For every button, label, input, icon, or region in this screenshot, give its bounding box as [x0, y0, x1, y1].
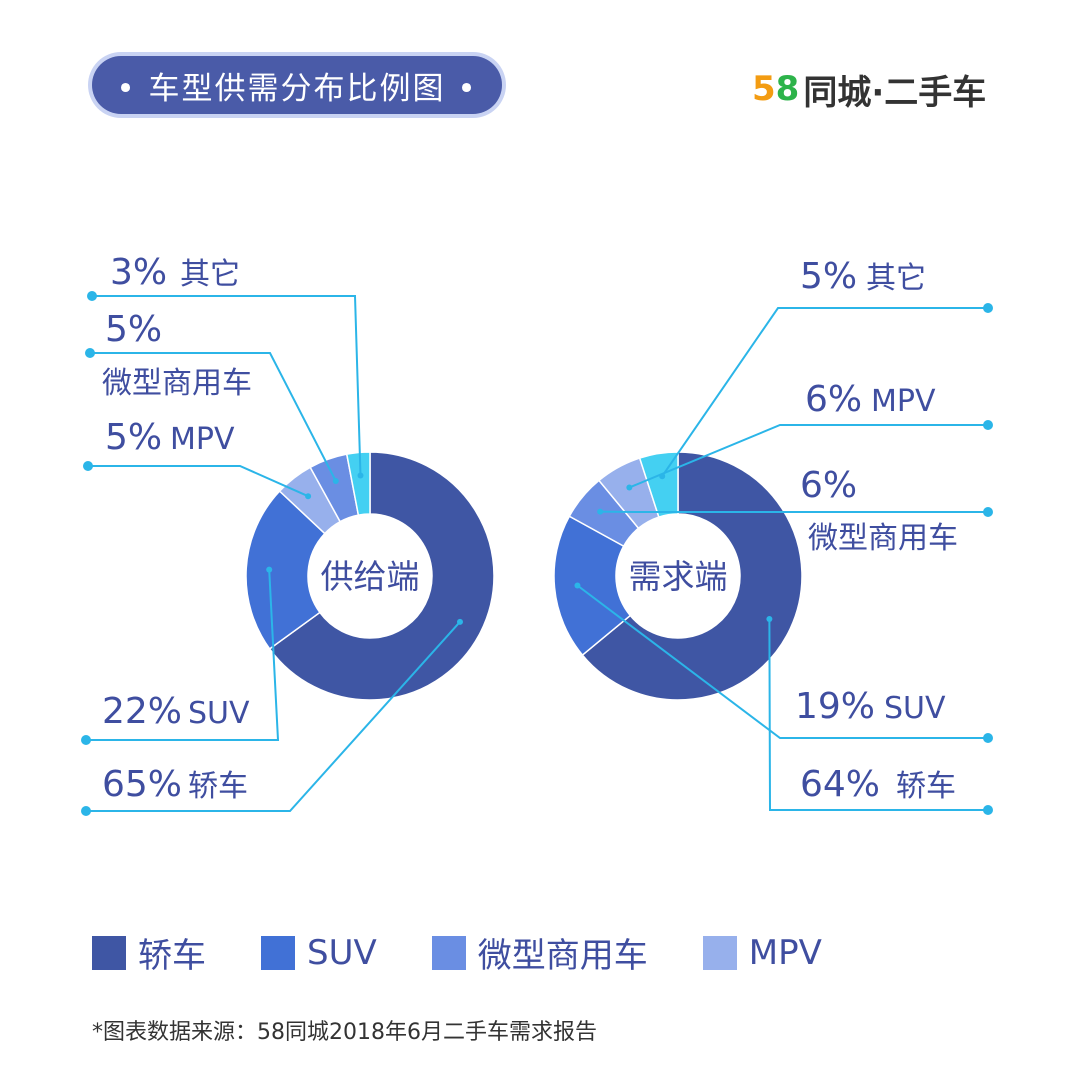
leader-tip-other	[357, 472, 364, 479]
brand-logo: 5 8 同城·二手车	[752, 64, 986, 114]
legend-swatch-commercial	[431, 935, 466, 970]
donut-slice-sedan	[268, 451, 495, 701]
donut-slice-sedan	[581, 451, 803, 701]
slice-name-label-sedan: 轿车	[896, 769, 956, 804]
leader-dot-mpv	[83, 461, 93, 471]
chart-legend: 轿车 SUV 微型商用车 MPV	[92, 928, 877, 977]
leader-dot-sedan	[81, 806, 91, 816]
leader-line-suv	[86, 569, 280, 741]
slice-pct-label-suv: 22%	[102, 691, 182, 732]
slice-name-label-other: 其它	[180, 257, 240, 292]
leader-dot-other	[983, 303, 993, 313]
slice-name-label-other: 其它	[866, 261, 926, 296]
leader-line-mpv	[88, 465, 309, 498]
leader-tip-commercial	[597, 508, 604, 515]
leader-line-suv	[576, 584, 988, 739]
slice-pct-label-commercial: 6%	[800, 465, 857, 506]
page-title: • 车型供需分布比例图 •	[92, 56, 502, 114]
slice-pct-label-other: 3%	[110, 252, 167, 293]
leader-line-mpv	[628, 424, 988, 489]
slice-name-label-commercial: 微型商用车	[808, 521, 958, 556]
leader-dot-other	[87, 291, 97, 301]
donut-center-label: 供给端	[321, 557, 420, 596]
legend-item-sedan: 轿车	[92, 928, 206, 977]
leader-tip-suv	[266, 566, 273, 573]
leader-dot-commercial	[983, 507, 993, 517]
legend-label-mpv: MPV	[748, 932, 822, 973]
leader-tip-mpv	[305, 493, 312, 500]
legend-label-suv: SUV	[307, 932, 377, 973]
leader-tip-commercial	[332, 477, 339, 484]
slice-pct-label-sedan: 64%	[800, 764, 880, 805]
leader-dot-suv	[983, 733, 993, 743]
slice-name-label-commercial: 微型商用车	[102, 366, 252, 401]
slice-name-label-suv: SUV	[188, 696, 250, 731]
leader-line-sedan	[86, 621, 461, 812]
slice-pct-label-mpv: 6%	[805, 379, 862, 420]
leader-dot-mpv	[983, 420, 993, 430]
leader-line-other	[661, 307, 988, 477]
leader-tip-sedan	[766, 616, 773, 623]
slice-name-label-mpv: MPV	[170, 422, 235, 457]
leader-line-commercial	[90, 352, 337, 482]
legend-swatch-suv	[261, 935, 295, 970]
legend-item-commercial: 微型商用车	[431, 928, 648, 977]
legend-item-mpv: MPV	[702, 932, 822, 973]
leader-line-other	[92, 295, 362, 476]
slice-pct-label-mpv: 5%	[105, 417, 162, 458]
leader-dot-suv	[81, 735, 91, 745]
leader-tip-sedan	[456, 618, 463, 625]
legend-label-sedan: 轿车	[138, 936, 206, 976]
slice-pct-label-commercial: 5%	[105, 309, 162, 350]
donut-slice-suv	[245, 490, 326, 650]
logo-text: 同城·二手车	[803, 72, 987, 113]
legend-label-commercial: 微型商用车	[477, 936, 648, 976]
leader-dot-commercial	[85, 348, 95, 358]
slice-pct-label-suv: 19%	[795, 686, 875, 727]
logo-digit-5: 5	[752, 69, 776, 109]
leader-dot-sedan	[983, 805, 993, 815]
leader-tip-mpv	[626, 484, 633, 491]
legend-item-suv: SUV	[261, 933, 377, 973]
donut-center-label: 需求端	[629, 557, 728, 596]
logo-digit-8: 8	[775, 69, 800, 109]
donut-slice-other	[345, 451, 371, 516]
slice-name-label-mpv: MPV	[871, 384, 936, 419]
slice-pct-label-other: 5%	[800, 256, 857, 297]
source-note: *图表数据来源：58同城2018年6月二手车需求报告	[92, 1020, 597, 1045]
slice-name-label-suv: SUV	[884, 691, 946, 726]
legend-swatch-mpv	[702, 935, 737, 970]
leader-line-sedan	[768, 619, 988, 811]
leader-tip-suv	[574, 582, 581, 589]
slice-name-label-sedan: 轿车	[188, 769, 248, 804]
slice-pct-label-sedan: 65%	[102, 764, 182, 805]
legend-swatch-sedan	[92, 935, 126, 970]
leader-tip-other	[659, 473, 666, 480]
